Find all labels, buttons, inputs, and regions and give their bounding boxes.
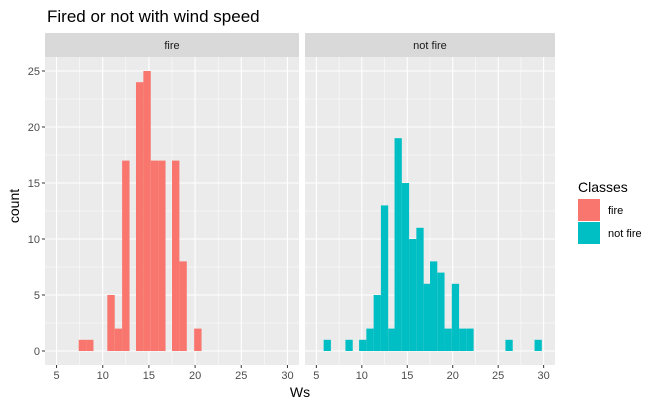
histogram-bar-not-fire xyxy=(401,183,410,351)
histogram-bar-not-fire xyxy=(323,339,331,351)
histogram-bar-fire xyxy=(122,160,130,351)
histogram-bar-fire xyxy=(107,295,115,351)
histogram-bar-not-fire xyxy=(459,328,467,351)
y-tick-label: 0 xyxy=(34,346,40,358)
histogram-bar-not-fire xyxy=(345,339,353,351)
histogram-bar-fire xyxy=(150,160,159,351)
legend: Classes fire not fire xyxy=(578,179,642,244)
histogram-bar-not-fire xyxy=(380,205,389,351)
histogram-bar-fire xyxy=(194,328,202,351)
histogram-bar-fire xyxy=(179,261,187,351)
histogram-bar-fire xyxy=(114,328,123,351)
histogram-bar-not-fire xyxy=(444,328,452,351)
histogram-bar-not-fire xyxy=(359,339,367,351)
legend-key-not-fire xyxy=(578,222,600,244)
x-tick-label: 5 xyxy=(53,370,59,382)
histogram-bar-not-fire xyxy=(466,328,474,351)
histogram-bar-fire xyxy=(135,82,144,351)
histogram-bar-fire xyxy=(143,71,151,351)
y-tick-label: 15 xyxy=(28,178,40,190)
histogram-bar-fire xyxy=(86,339,94,351)
histogram-bar-not-fire xyxy=(437,272,445,351)
legend-title: Classes xyxy=(578,179,628,195)
legend-label-fire: fire xyxy=(608,205,623,217)
chart-title: Fired or not with wind speed xyxy=(47,7,260,26)
histogram-bar-not-fire xyxy=(430,261,438,351)
facet-strip-label-not-fire: not fire xyxy=(413,40,447,52)
histogram-bar-not-fire xyxy=(505,339,513,351)
histogram-bar-fire xyxy=(158,160,166,351)
histogram-bar-not-fire xyxy=(416,227,424,351)
x-tick-label: 20 xyxy=(189,370,201,382)
y-tick-label: 10 xyxy=(28,234,40,246)
histogram-bar-not-fire xyxy=(451,283,460,351)
y-tick-label: 5 xyxy=(34,290,40,302)
x-tick-label: 15 xyxy=(401,370,413,382)
histogram-bar-fire xyxy=(172,160,180,351)
histogram-bar-fire xyxy=(78,339,87,351)
legend-key-fire xyxy=(578,199,600,221)
y-tick-label: 20 xyxy=(28,122,40,134)
y-axis-title: count xyxy=(6,189,22,223)
x-tick-label: 20 xyxy=(447,370,459,382)
x-tick-label: 25 xyxy=(235,370,247,382)
histogram-bar-not-fire xyxy=(423,283,431,351)
x-tick-label: 30 xyxy=(281,370,293,382)
facet-strip-label-fire: fire xyxy=(164,40,179,52)
y-tick-label: 25 xyxy=(28,66,40,78)
legend-label-not-fire: not fire xyxy=(608,228,642,240)
x-tick-label: 10 xyxy=(97,370,109,382)
histogram-bar-not-fire xyxy=(409,239,417,351)
x-tick-label: 30 xyxy=(538,370,550,382)
histogram-bar-not-fire xyxy=(366,328,374,351)
histogram-bar-not-fire xyxy=(388,328,396,351)
x-tick-label: 5 xyxy=(313,370,319,382)
x-tick-label: 10 xyxy=(356,370,368,382)
panel-fire: fire 5 10 15 20 25 30 0 5 10 15 20 25 xyxy=(28,33,299,382)
facet-strip-not-fire xyxy=(305,33,555,57)
histogram-bar-not-fire xyxy=(373,295,381,351)
facet-strip-fire xyxy=(45,33,299,57)
x-tick-label: 25 xyxy=(492,370,504,382)
histogram-bar-not-fire xyxy=(534,339,542,351)
x-tick-label: 15 xyxy=(143,370,155,382)
panel-not-fire: not fire 5 10 15 20 25 30 xyxy=(305,33,555,382)
x-axis-title: Ws xyxy=(290,384,310,400)
histogram-bar-not-fire xyxy=(394,138,402,351)
